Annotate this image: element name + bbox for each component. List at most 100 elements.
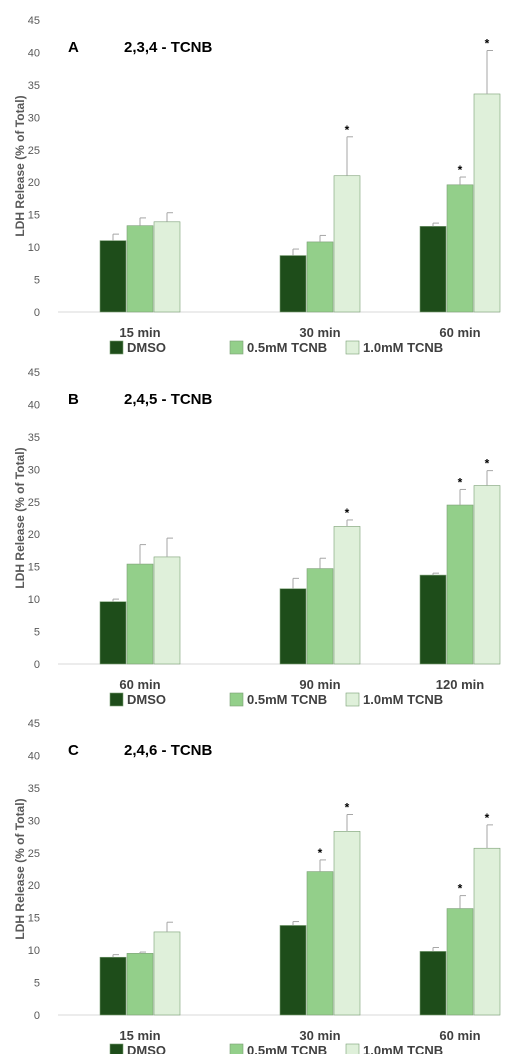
bar-dmso — [99, 956, 127, 1016]
bar-1-0mm-tcnb — [473, 93, 501, 313]
significance-star: * — [318, 846, 323, 860]
legend-swatch — [345, 1043, 360, 1054]
bar-1-0mm-tcnb — [473, 485, 501, 665]
legend-swatch — [229, 692, 244, 707]
x-tick-label: 90 min — [299, 677, 340, 692]
bar-0-5mm-tcnb — [306, 568, 334, 665]
y-tick-label: 0 — [34, 659, 40, 671]
y-tick-label: 35 — [28, 432, 40, 444]
y-tick-label: 15 — [28, 562, 40, 574]
y-tick-label: 5 — [34, 978, 40, 990]
x-tick-label: 15 min — [119, 1028, 160, 1043]
y-tick-label: 30 — [28, 815, 40, 827]
y-tick-label: 30 — [28, 112, 40, 124]
y-tick-label: 15 — [28, 913, 40, 925]
legend-label: 1.0mM TCNB — [363, 692, 443, 707]
legend-label: 0.5mM TCNB — [247, 692, 327, 707]
bar-1-0mm-tcnb — [473, 847, 501, 1016]
legend-swatch — [109, 1043, 124, 1054]
significance-star: * — [345, 506, 350, 520]
bar-0-5mm-tcnb — [446, 184, 474, 313]
bar-dmso — [419, 951, 447, 1016]
y-tick-label: 10 — [28, 945, 40, 957]
y-tick-label: 35 — [28, 783, 40, 795]
legend-label: DMSO — [127, 692, 166, 707]
x-tick-label: 30 min — [299, 325, 340, 340]
y-tick-label: 35 — [28, 80, 40, 92]
y-tick-label: 0 — [34, 1010, 40, 1022]
panel-letter: B — [68, 391, 79, 408]
bar-dmso — [279, 255, 307, 313]
significance-star: * — [485, 457, 490, 471]
significance-star: * — [458, 475, 463, 489]
y-tick-label: 20 — [28, 880, 40, 892]
significance-star: * — [345, 123, 350, 137]
y-tick-label: 5 — [34, 275, 40, 287]
y-tick-label: 45 — [28, 718, 40, 730]
bar-1-0mm-tcnb — [333, 831, 361, 1016]
y-tick-label: 30 — [28, 464, 40, 476]
bar-dmso — [279, 588, 307, 665]
y-tick-label: 40 — [28, 750, 40, 762]
panel-title: 2,4,6 - TCNB — [124, 742, 213, 759]
y-tick-label: 25 — [28, 497, 40, 509]
y-tick-label: 10 — [28, 242, 40, 254]
bar-0-5mm-tcnb — [126, 225, 154, 313]
panel-letter: C — [68, 742, 79, 759]
bar-1-0mm-tcnb — [153, 931, 181, 1016]
y-axis-label: LDH Release (% of Total) — [13, 798, 27, 939]
bar-dmso — [279, 925, 307, 1016]
y-tick-label: 40 — [28, 47, 40, 59]
legend-label: 0.5mM TCNB — [247, 1043, 327, 1054]
significance-star: * — [458, 163, 463, 177]
y-axis-label: LDH Release (% of Total) — [13, 447, 27, 588]
x-tick-label: 60 min — [439, 1028, 480, 1043]
legend-swatch — [345, 692, 360, 707]
y-tick-label: 5 — [34, 627, 40, 639]
bar-0-5mm-tcnb — [446, 504, 474, 665]
y-tick-label: 45 — [28, 367, 40, 379]
legend-label: 1.0mM TCNB — [363, 340, 443, 355]
bar-dmso — [99, 240, 127, 313]
legend-swatch — [229, 1043, 244, 1054]
y-tick-label: 40 — [28, 399, 40, 411]
x-tick-label: 60 min — [119, 677, 160, 692]
y-tick-label: 25 — [28, 145, 40, 157]
y-tick-label: 45 — [28, 15, 40, 27]
bar-0-5mm-tcnb — [126, 563, 154, 665]
bar-0-5mm-tcnb — [306, 871, 334, 1016]
legend-swatch — [109, 340, 124, 355]
x-tick-label: 120 min — [436, 677, 484, 692]
legend-label: 1.0mM TCNB — [363, 1043, 443, 1054]
bar-1-0mm-tcnb — [153, 556, 181, 665]
significance-star: * — [485, 36, 490, 50]
legend-swatch — [345, 340, 360, 355]
legend-swatch — [109, 692, 124, 707]
panel-title: 2,4,5 - TCNB — [124, 391, 213, 408]
y-tick-label: 20 — [28, 529, 40, 541]
panel-title: 2,3,4 - TCNB — [124, 39, 213, 56]
y-tick-label: 20 — [28, 177, 40, 189]
x-tick-label: 60 min — [439, 325, 480, 340]
bar-1-0mm-tcnb — [153, 221, 181, 313]
bar-0-5mm-tcnb — [306, 241, 334, 313]
y-tick-label: 15 — [28, 210, 40, 222]
bar-1-0mm-tcnb — [333, 526, 361, 665]
bar-0-5mm-tcnb — [446, 908, 474, 1016]
bar-1-0mm-tcnb — [333, 175, 361, 313]
y-axis-label: LDH Release (% of Total) — [13, 95, 27, 236]
legend-label: DMSO — [127, 1043, 166, 1054]
y-tick-label: 10 — [28, 594, 40, 606]
x-tick-label: 30 min — [299, 1028, 340, 1043]
panel-letter: A — [68, 39, 79, 56]
y-tick-label: 0 — [34, 307, 40, 319]
legend-swatch — [229, 340, 244, 355]
bar-0-5mm-tcnb — [126, 953, 154, 1016]
legend-label: DMSO — [127, 340, 166, 355]
significance-star: * — [345, 800, 350, 814]
bar-dmso — [419, 574, 447, 665]
bar-dmso — [99, 601, 127, 665]
y-tick-label: 25 — [28, 848, 40, 860]
